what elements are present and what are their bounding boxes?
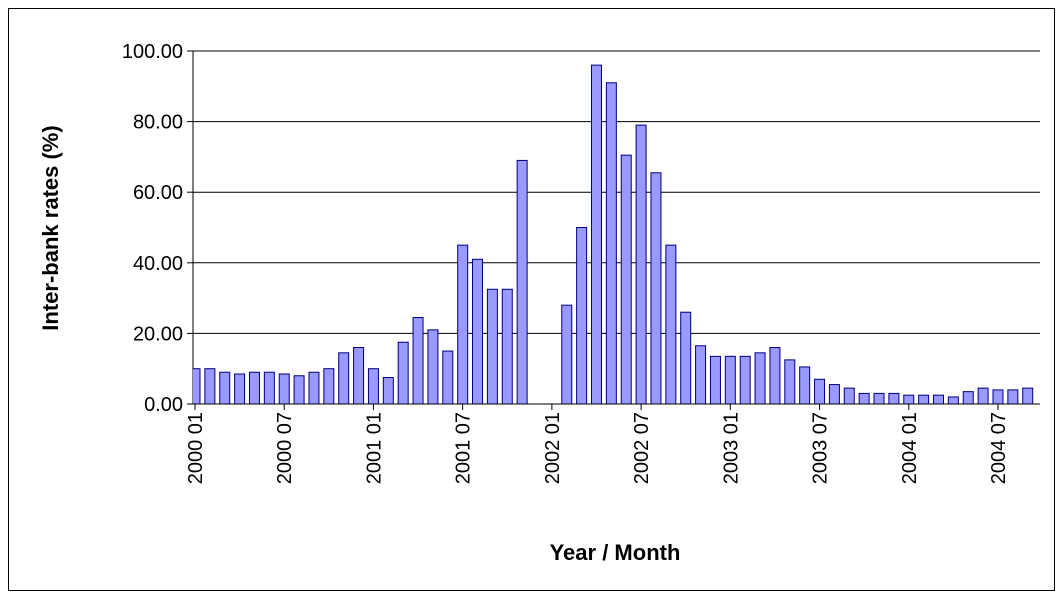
bar <box>992 389 1004 405</box>
bar <box>1022 387 1034 405</box>
y-tick-label: 60.00 <box>133 182 183 204</box>
bar <box>397 341 409 405</box>
bar <box>947 396 959 405</box>
y-tick-label: 80.00 <box>133 112 183 134</box>
bar <box>695 345 707 405</box>
bar <box>709 355 721 405</box>
bar <box>873 392 885 405</box>
y-tick-label: 40.00 <box>133 253 183 275</box>
x-tick-label: 2004 01 <box>899 412 921 484</box>
bar <box>501 288 513 405</box>
bar <box>650 172 662 405</box>
bar <box>739 355 751 405</box>
bar <box>769 347 781 405</box>
y-tick-label: 0.00 <box>144 394 183 416</box>
x-axis-label: Year / Month <box>550 540 681 565</box>
bar <box>412 317 424 405</box>
y-tick-label: 100.00 <box>122 41 183 63</box>
x-tick-label: 2002 07 <box>631 412 653 484</box>
bar <box>858 392 870 405</box>
bar <box>248 371 260 405</box>
x-tick-label: 2003 01 <box>720 412 742 484</box>
y-tick-label: 20.00 <box>133 323 183 345</box>
x-tick-label: 2004 07 <box>988 412 1010 484</box>
bar <box>382 377 394 405</box>
plot-bars <box>193 64 1034 405</box>
bar <box>204 368 216 405</box>
bar <box>977 387 989 405</box>
bar <box>367 368 379 405</box>
bar <box>323 368 335 405</box>
bar <box>472 258 484 405</box>
x-tick-label: 2000 01 <box>185 412 207 484</box>
bar <box>427 329 439 405</box>
bar <box>263 371 275 405</box>
bar <box>918 394 930 405</box>
bar <box>620 154 632 405</box>
bar <box>576 227 588 405</box>
bar <box>457 244 469 405</box>
bar <box>754 352 766 405</box>
bar <box>784 359 796 405</box>
chart-border <box>8 8 1055 591</box>
y-axis-label: Inter-bank rates (%) <box>38 125 63 330</box>
x-tick-label: 2001 01 <box>363 412 385 484</box>
bar <box>962 391 974 405</box>
bar <box>278 373 290 405</box>
bar <box>308 371 320 405</box>
bar <box>814 378 826 405</box>
bar <box>353 347 365 405</box>
bar <box>486 288 498 405</box>
bar <box>843 387 855 405</box>
bar <box>635 124 647 405</box>
bar <box>516 159 528 405</box>
bar <box>293 375 305 405</box>
x-tick-label: 2003 07 <box>810 412 832 484</box>
x-tick-label: 2002 01 <box>542 412 564 484</box>
bar <box>605 82 617 405</box>
bar <box>724 355 736 405</box>
bar <box>561 304 573 405</box>
bar <box>828 384 840 405</box>
bar <box>680 311 692 405</box>
bar <box>933 394 944 405</box>
x-tick-label: 2001 07 <box>453 412 475 484</box>
bar <box>338 352 350 405</box>
x-tick-label: 2000 07 <box>274 412 296 484</box>
bar <box>903 394 915 405</box>
bar <box>888 392 900 405</box>
bar <box>219 371 231 405</box>
bar <box>665 244 677 405</box>
bar <box>1007 389 1019 405</box>
bar <box>590 64 602 405</box>
bar <box>799 366 811 405</box>
bar <box>442 350 454 405</box>
bar <box>234 373 246 405</box>
